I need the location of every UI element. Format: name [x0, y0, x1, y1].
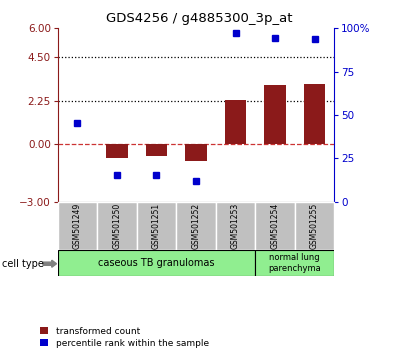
- Bar: [58, 202, 97, 250]
- Text: GDS4256 / g4885300_3p_at: GDS4256 / g4885300_3p_at: [106, 12, 292, 25]
- Bar: [295, 202, 334, 250]
- Bar: [255, 250, 334, 276]
- Bar: [106, 144, 128, 159]
- Text: GSM501252: GSM501252: [191, 202, 201, 249]
- Bar: [137, 202, 176, 250]
- Legend: transformed count, percentile rank within the sample: transformed count, percentile rank withi…: [40, 327, 209, 348]
- Bar: [255, 202, 295, 250]
- Text: normal lung
parenchyma: normal lung parenchyma: [268, 253, 321, 273]
- Text: GSM501253: GSM501253: [231, 202, 240, 249]
- Bar: [224, 99, 246, 144]
- Bar: [58, 250, 255, 276]
- Text: GSM501251: GSM501251: [152, 202, 161, 249]
- Text: GSM501254: GSM501254: [271, 202, 279, 249]
- Text: cell type: cell type: [2, 259, 44, 269]
- Bar: [304, 84, 326, 144]
- Bar: [264, 85, 286, 144]
- Text: GSM501250: GSM501250: [113, 202, 121, 249]
- Bar: [185, 144, 207, 161]
- Bar: [97, 202, 137, 250]
- Bar: [176, 202, 216, 250]
- Bar: [146, 144, 168, 155]
- Text: GSM501249: GSM501249: [73, 202, 82, 249]
- Bar: [216, 202, 255, 250]
- Text: caseous TB granulomas: caseous TB granulomas: [98, 258, 215, 268]
- Text: GSM501255: GSM501255: [310, 202, 319, 249]
